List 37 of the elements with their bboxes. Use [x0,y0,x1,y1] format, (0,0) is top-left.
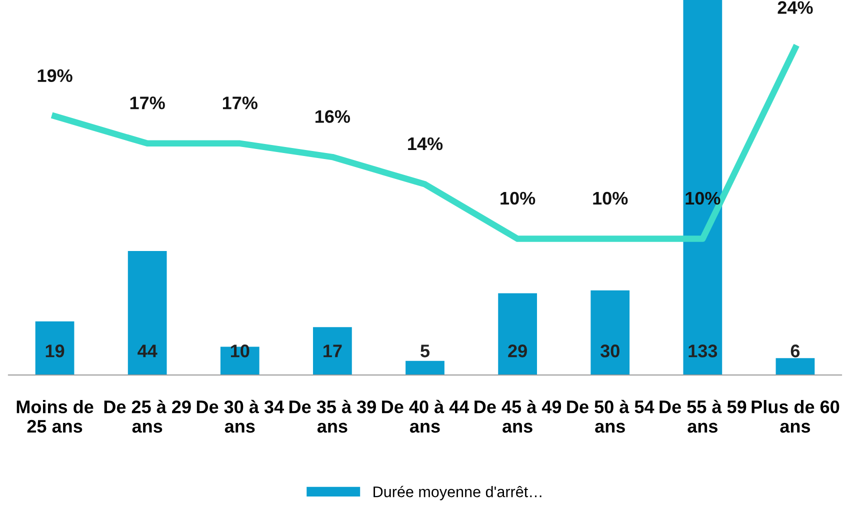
data-label: 6 [790,344,800,358]
x-tick-label: De 40 à 44 ans [382,400,470,433]
data-label: 17 [324,344,342,358]
legend-label: Durée moyenne d'arrêt… [374,486,542,500]
data-label: 19 [46,344,64,358]
data-label: 17% [130,96,165,110]
data-label: 10% [593,192,628,205]
bar [498,293,537,375]
data-label: 19% [38,69,72,82]
x-tick-label: De 35 à 39 ans [289,400,376,433]
data-label: 30 [600,344,620,358]
x-tick-label: De 45 à 49 ans [474,400,562,433]
data-label: 133 [688,344,718,358]
data-label: 5 [420,344,430,358]
data-label: 44 [138,344,158,358]
data-label: 10 [230,344,250,358]
bar [128,250,167,375]
data-label: 16% [316,110,350,123]
x-tick-label: Moins de 25 ans [16,400,94,433]
x-tick-label: De 50 à 54 ans [567,400,654,433]
bar [590,290,630,375]
data-label: 14% [408,137,443,150]
data-label: 10% [686,192,720,205]
x-tick-label: De 55 à 59 ans [660,400,746,433]
data-label: 10% [500,192,536,205]
bar [313,327,352,375]
data-label: 29 [508,344,527,358]
bar [220,346,260,375]
data-label: 17% [222,96,258,110]
bar [683,0,722,375]
bar [406,360,444,375]
x-tick-label: De 30 à 34 ans [196,400,284,433]
x-tick-label: De 25 à 29 ans [104,400,191,433]
bar [35,321,74,375]
data-label: 24% [778,1,813,14]
x-tick-label: Plus de 60 ans [752,400,840,433]
bar [776,358,815,375]
